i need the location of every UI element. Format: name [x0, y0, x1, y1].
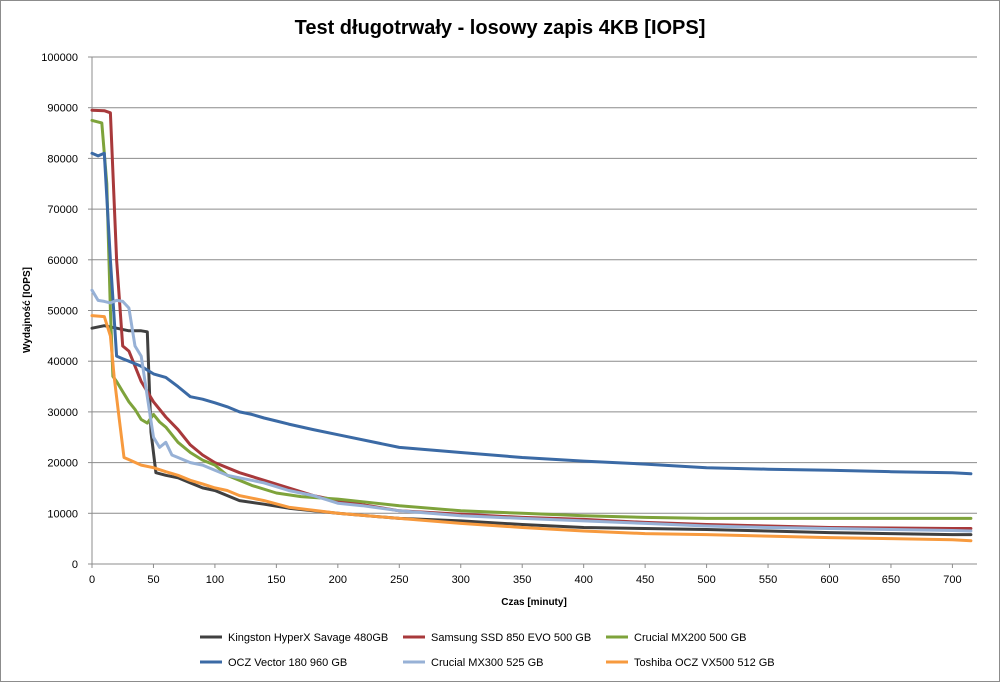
y-tick-label: 40000	[47, 356, 78, 368]
x-tick-label: 450	[636, 574, 654, 586]
x-tick-label: 200	[329, 574, 347, 586]
y-tick-label: 70000	[47, 204, 78, 216]
y-tick-label: 50000	[47, 306, 78, 318]
x-tick-label: 600	[820, 574, 838, 586]
x-tick-label: 50	[147, 574, 159, 586]
x-tick-label: 0	[89, 574, 95, 586]
x-tick-label: 650	[882, 574, 900, 586]
series-line-4	[90, 151, 973, 476]
legend-label: Samsung SSD 850 EVO 500 GB	[431, 632, 591, 644]
y-tick-label: 60000	[47, 255, 78, 267]
x-tick-label: 100	[206, 574, 224, 586]
legend-item: Crucial MX200 500 GB	[606, 632, 747, 644]
x-axis-title: Czas [minuty]	[501, 597, 567, 608]
legend-item: Toshiba OCZ VX500 512 GB	[606, 657, 775, 669]
x-tick-labels: 0 50 100 150 200 250 300 350 400 450 500 550 600 650 7…	[89, 564, 962, 586]
legend-label: Kingston HyperX Savage 480GB	[228, 632, 388, 644]
series-lines	[90, 108, 973, 543]
x-tick-label: 500	[697, 574, 715, 586]
legend-item: Samsung SSD 850 EVO 500 GB	[403, 632, 591, 644]
x-tick-label: 700	[943, 574, 961, 586]
series-line-3	[90, 118, 973, 520]
legend-label: Crucial MX300 525 GB	[431, 657, 544, 669]
y-tick-label: 100000	[41, 52, 78, 64]
y-tick-label: 80000	[47, 153, 78, 165]
y-axis-title: Wydajność [IOPS]	[22, 267, 33, 353]
legend-item: Crucial MX300 525 GB	[403, 657, 544, 669]
legend-label: Toshiba OCZ VX500 512 GB	[634, 657, 775, 669]
x-tick-label: 350	[513, 574, 531, 586]
x-tick-label: 550	[759, 574, 777, 586]
y-tick-labels: 0 10000 20000 30000 40000 50000 60000 70000 8000…	[41, 52, 92, 571]
y-tick-label: 10000	[47, 508, 78, 520]
legend-item: OCZ Vector 180 960 GB	[200, 657, 347, 669]
grid-lines	[92, 56, 977, 514]
legend: Kingston HyperX Savage 480GB Samsung SSD …	[200, 632, 775, 669]
legend-item: Kingston HyperX Savage 480GB	[200, 632, 388, 644]
x-tick-label: 300	[452, 574, 470, 586]
series-line-1	[90, 324, 973, 537]
chart-title: Test długotrwały - losowy zapis 4KB [IOP…	[295, 17, 706, 39]
legend-label: OCZ Vector 180 960 GB	[228, 657, 347, 669]
y-tick-label: 20000	[47, 458, 78, 470]
x-tick-label: 400	[574, 574, 592, 586]
y-tick-label: 0	[72, 559, 78, 571]
x-tick-label: 150	[267, 574, 285, 586]
series-line-6	[90, 314, 973, 543]
y-tick-label: 30000	[47, 407, 78, 419]
series-line-5	[90, 288, 973, 533]
series-line-2	[90, 108, 973, 530]
x-tick-label: 250	[390, 574, 408, 586]
legend-label: Crucial MX200 500 GB	[634, 632, 747, 644]
y-tick-label: 90000	[47, 103, 78, 115]
